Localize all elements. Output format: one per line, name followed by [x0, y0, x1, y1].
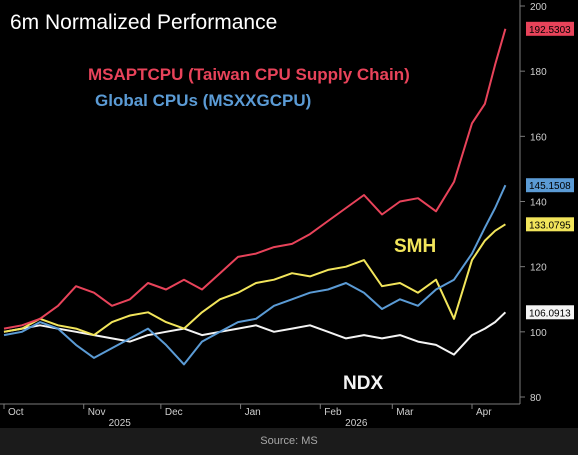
last-value-text: 133.0795	[529, 220, 571, 231]
last-value-text: 106.0913	[529, 308, 571, 319]
performance-chart: 6m Normalized Performance 80 100 120 140 160…	[0, 0, 574, 428]
source-footer: Source: MS	[0, 428, 578, 455]
last-value-label: 133.0795	[526, 217, 574, 232]
x-tick-label: Nov	[88, 407, 106, 418]
y-tick-label: 140	[530, 198, 547, 209]
annotation-ndx: NDX	[343, 373, 383, 394]
series-lines	[3, 28, 507, 366]
annotation-smh: SMH	[394, 236, 436, 257]
last-value-label: 106.0913	[526, 305, 574, 320]
y-tick-label: 120	[530, 263, 547, 274]
x-tick-label: Dec	[165, 407, 183, 418]
y-tick-label: 200	[530, 2, 547, 13]
last-value-box	[526, 178, 574, 193]
chart-title: 6m Normalized Performance	[10, 11, 277, 34]
year-label: 2025	[109, 418, 132, 428]
annotation-msaptcpu: MSAPTCPU (Taiwan CPU Supply Chain)	[88, 65, 410, 84]
y-tick-label: 80	[530, 393, 542, 404]
y-tick-label: 160	[530, 132, 547, 143]
last-value-box	[526, 305, 574, 320]
x-tick-label: Jan	[245, 407, 261, 418]
y-axis: 80 100 120 140 160 180 200	[520, 2, 547, 404]
last-value-box	[526, 217, 574, 232]
last-value-label: 192.5303	[526, 21, 574, 36]
y-tick-label: 100	[530, 328, 547, 339]
x-tick-label: Apr	[476, 407, 492, 418]
series-line-smh	[3, 223, 506, 337]
series-line-global	[3, 184, 507, 366]
x-tick-label: Oct	[8, 407, 24, 418]
last-value-text: 145.1508	[529, 181, 571, 192]
x-tick-label: Feb	[324, 407, 342, 418]
y-tick-label: 180	[530, 67, 547, 78]
source-text: Source: MS	[260, 435, 318, 447]
last-value-label: 145.1508	[526, 178, 574, 193]
last-value-text: 192.5303	[529, 25, 571, 36]
last-value-labels: 192.5303 145.1508 133.0795 106.0913	[526, 21, 574, 320]
year-label: 2026	[345, 418, 368, 428]
x-tick-label: Mar	[396, 407, 414, 418]
series-line-msaptcpu	[3, 28, 507, 330]
x-axis: Oct Nov Dec Jan Feb Mar Apr 2025 2026	[3, 404, 492, 428]
annotation-msxxgcpu: Global CPUs (MSXXGCPU)	[95, 91, 311, 110]
last-value-box	[526, 21, 574, 36]
